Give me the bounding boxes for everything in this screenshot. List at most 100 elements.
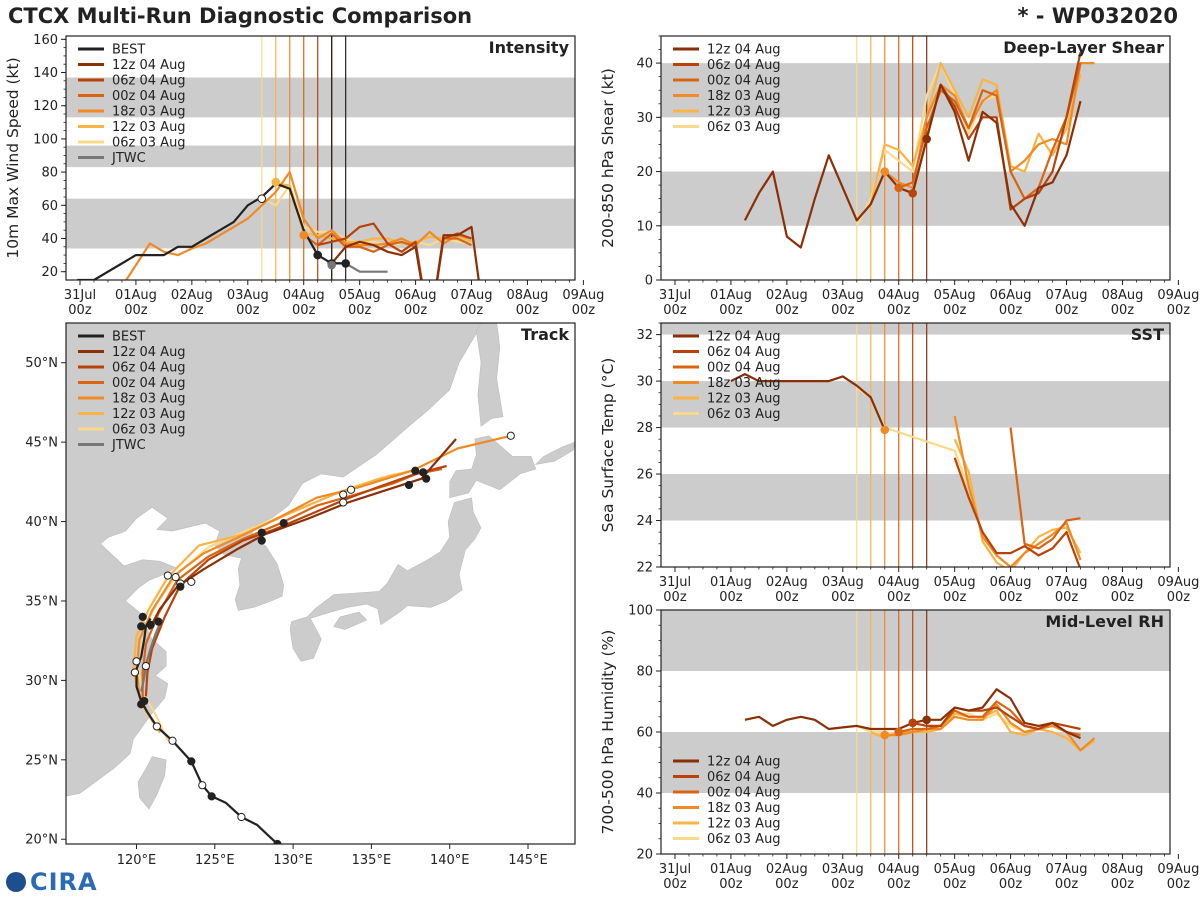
rh-xtick-label: 00z — [775, 877, 799, 892]
rh-panel: 2040608010031Jul00z01Aug00z02Aug00z03Aug… — [599, 604, 1199, 893]
track-series-00z-04-aug — [141, 468, 443, 700]
rh-ytick-label: 60 — [636, 726, 653, 741]
shear-ytick-label: 10 — [636, 219, 653, 234]
sst-xtick-label: 08Aug — [1101, 575, 1143, 590]
intensity-marker-best — [341, 259, 350, 268]
shear-xtick-label: 00z — [1167, 303, 1191, 318]
shear-series-group — [743, 52, 1095, 249]
track-lon-label: 145°E — [508, 853, 548, 868]
rh-ytick-label: 20 — [636, 848, 653, 863]
shear-xtick-label: 00z — [719, 303, 743, 318]
land-hokkaido — [449, 435, 537, 499]
shear-band — [661, 63, 1170, 118]
page-title: CTCX Multi-Run Diagnostic Comparison — [8, 4, 473, 28]
track-marker-best — [187, 577, 196, 587]
sst-ytick-label: 22 — [636, 561, 653, 576]
intensity-series-group — [77, 171, 480, 280]
track-marker-best — [279, 519, 288, 528]
legend-label-06z-04-aug: 06z 04 Aug — [707, 770, 781, 785]
legend-label-18z-03-aug: 18z 03 Aug — [707, 801, 781, 816]
sst-series-06z-04-aug — [953, 457, 1081, 567]
legend-label-00z-04-aug: 00z 04 Aug — [112, 89, 186, 104]
legend-label-12z-03-aug: 12z 03 Aug — [112, 120, 186, 135]
intensity-ytick-label: 140 — [33, 66, 58, 81]
track-lat-label: 50°N — [25, 356, 58, 371]
shear-marker-00z-04-aug — [894, 183, 904, 193]
shear-xtick-label: 00z — [1111, 303, 1135, 318]
legend-label-06z-03-aug: 06z 03 Aug — [707, 407, 781, 422]
legend-label-06z-04-aug: 06z 04 Aug — [707, 345, 781, 360]
track-marker-best — [140, 696, 149, 706]
intensity-ytick-label: 60 — [41, 199, 58, 214]
intensity-ytick-label: 160 — [33, 33, 58, 48]
sst-xtick-label: 00z — [999, 590, 1023, 605]
sst-xtick-label: 31Jul — [659, 575, 691, 590]
sst-xtick-label: 00z — [775, 590, 799, 605]
land-honshu — [289, 497, 482, 662]
intensity-xtick-label: 00z — [404, 303, 428, 318]
track-marker-best — [339, 498, 348, 507]
track-marker-best — [168, 736, 177, 745]
shear-xtick-label: 00z — [943, 303, 967, 318]
track-lon-label: 125°E — [195, 853, 235, 868]
rh-marker-06z-04-aug — [908, 718, 918, 728]
intensity-series-12z-03-aug — [275, 182, 472, 245]
track-marker-best — [176, 582, 185, 591]
shear-title: Deep-Layer Shear — [1003, 38, 1164, 57]
sst-series-00z-04-aug — [1009, 427, 1081, 550]
legend-label-06z-03-aug: 06z 03 Aug — [707, 120, 781, 135]
legend-label-18z-03-aug: 18z 03 Aug — [112, 392, 186, 407]
rh-xtick-label: 00z — [1167, 877, 1191, 892]
rh-title: Mid-Level RH — [1045, 612, 1164, 631]
rh-xtick-label: 00z — [943, 877, 967, 892]
shear-series-12z-03-aug — [869, 61, 1082, 205]
legend-label-06z-03-aug: 06z 03 Aug — [112, 136, 186, 151]
track-lat-label: 35°N — [25, 594, 58, 609]
legend-label-jtwc: JTWC — [111, 151, 146, 166]
intensity-xtick-label: 00z — [68, 303, 92, 318]
legend-label-12z-04-aug: 12z 04 Aug — [112, 345, 186, 360]
track-marker-best — [171, 573, 180, 582]
land-taiwan — [137, 756, 167, 810]
track-lat-label: 30°N — [25, 674, 58, 689]
track-marker-best — [146, 620, 155, 629]
rh-xtick-label: 08Aug — [1101, 862, 1143, 877]
track-marker-best — [152, 722, 161, 731]
sst-title: SST — [1131, 325, 1164, 344]
sst-xtick-label: 00z — [719, 590, 743, 605]
track-marker-best — [273, 839, 282, 844]
land-shikoku — [333, 611, 368, 630]
track-marker-best — [422, 474, 431, 483]
track-series-jtwc — [140, 619, 163, 692]
rh-ytick-label: 100 — [628, 604, 653, 619]
sst-band — [661, 381, 1170, 428]
legend-label-06z-03-aug: 06z 03 Aug — [707, 832, 781, 847]
intensity-ylabel: 10m Max Wind Speed (kt) — [4, 57, 22, 258]
shear-series-00z-04-aug — [898, 62, 1082, 200]
intensity-xtick-label: 00z — [124, 303, 148, 318]
intensity-marker-jtwc — [327, 260, 336, 270]
shear-marker-18z-03-aug — [880, 167, 890, 176]
track-lat-label: 40°N — [25, 515, 58, 530]
legend-label-12z-03-aug: 12z 03 Aug — [707, 817, 781, 832]
intensity-xtick-label: 04Aug — [283, 288, 325, 303]
track-marker-best — [339, 490, 348, 499]
intensity-marker-best — [313, 250, 323, 260]
shear-xtick-label: 07Aug — [1046, 288, 1088, 303]
intensity-marker-12z-03-aug — [271, 177, 281, 187]
legend-label-12z-04-aug: 12z 04 Aug — [707, 755, 781, 770]
legend-label-jtwc: JTWC — [111, 438, 146, 453]
track-marker-best — [237, 812, 246, 822]
rh-band — [661, 732, 1170, 793]
land-mainland — [66, 323, 488, 797]
sst-band — [661, 323, 1170, 335]
intensity-ytick-label: 100 — [33, 132, 58, 147]
sst-series-12z-04-aug — [730, 373, 886, 431]
legend-label-00z-04-aug: 00z 04 Aug — [112, 376, 186, 391]
legend-label-12z-03-aug: 12z 03 Aug — [707, 392, 781, 407]
track-marker-best — [207, 792, 216, 801]
shear-xtick-label: 31Jul — [659, 288, 691, 303]
sst-xtick-label: 00z — [887, 590, 911, 605]
sst-panel: 22242628303231Jul00z01Aug00z02Aug00z03Au… — [599, 322, 1199, 605]
